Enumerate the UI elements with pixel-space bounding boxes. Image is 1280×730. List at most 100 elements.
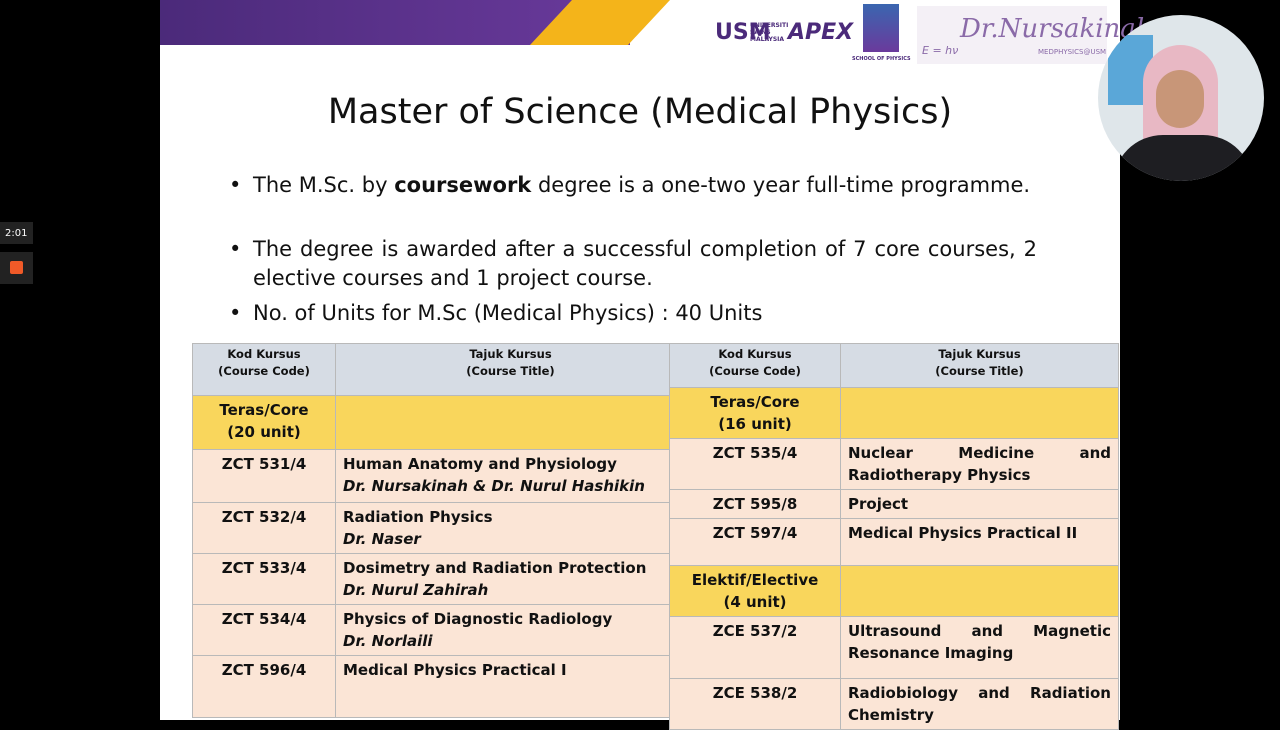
record-icon [10, 261, 23, 274]
title-cell [335, 395, 686, 450]
section-cell: Teras/Core (20 unit) [192, 395, 336, 450]
section-label: Elektif/Elective [691, 571, 819, 589]
header-text: Kod Kursus [718, 347, 792, 361]
code-cell: ZCT 535/4 [669, 438, 841, 490]
title-cell: Medical Physics Practical II [840, 518, 1119, 566]
header-text: (Course Title) [935, 364, 1024, 378]
webcam [1098, 15, 1264, 181]
header-text: Kod Kursus [227, 347, 301, 361]
code-cell: ZCT 533/4 [192, 553, 336, 605]
course-code: ZCT 532/4 [221, 508, 307, 526]
title-cell: Project [840, 489, 1119, 519]
section-label: Teras/Core [710, 393, 800, 411]
webcam-face [1156, 70, 1204, 128]
course-row: ZCT 596/4 Medical Physics Practical I [192, 655, 686, 718]
bullet: The degree is awarded after a successful… [229, 235, 1037, 293]
bullet: The M.Sc. by coursework degree is a one-… [229, 171, 1037, 200]
bullet-text: degree is a one-two year full-time progr… [531, 173, 1031, 197]
course-row: ZCT 595/8 Project [669, 489, 1119, 519]
course-code: ZCT 534/4 [221, 610, 307, 628]
code-cell: ZCT 532/4 [192, 502, 336, 554]
lecturer: Dr. Nurul Zahirah [343, 581, 489, 599]
record-button[interactable] [0, 252, 33, 284]
course-title: Radiobiology and Radiation Chemistry [848, 684, 1111, 724]
bullet-bold: coursework [394, 173, 532, 197]
course-title: Medical Physics Practical I [343, 661, 567, 679]
code-cell: ZCE 537/2 [669, 616, 841, 679]
course-title: Dosimetry and Radiation Protection [343, 559, 647, 577]
header-cell: Tajuk Kursus (Course Title) [840, 343, 1119, 388]
course-row: ZCE 538/2 Radiobiology and Radiation Chem… [669, 678, 1119, 730]
header-cell: Kod Kursus (Course Code) [192, 343, 336, 396]
title-cell: Radiation Physics Dr. Naser [335, 502, 686, 554]
code-cell: ZCT 597/4 [669, 518, 841, 566]
lecturer: Dr. Naser [343, 530, 421, 548]
lecturer: Dr. Norlaili [343, 632, 433, 650]
logo-usm: USM [715, 20, 771, 45]
logo-medphysics: MEDPHYSICS@USM [1038, 48, 1107, 56]
bullet-text: No. of Units for M.Sc (Medical Physics) … [253, 301, 763, 325]
course-row: ZCT 534/4 Physics of Diagnostic Radiology… [192, 604, 686, 656]
header-text: (Course Title) [466, 364, 555, 378]
header-row: Kod Kursus (Course Code) Tajuk Kursus (Cour… [669, 343, 1119, 388]
header-cell: Kod Kursus (Course Code) [669, 343, 841, 388]
logo-physics-icon [863, 4, 899, 52]
code-cell: ZCT 595/8 [669, 489, 841, 519]
course-row: ZCT 535/4 Nuclear Medicine and Radiothera… [669, 438, 1119, 490]
logo-apex: APEX [788, 20, 854, 45]
course-code: ZCT 531/4 [221, 455, 307, 473]
header-row: Kod Kursus (Course Code) Tajuk Kursus (Cour… [192, 343, 686, 396]
code-cell: ZCT 534/4 [192, 604, 336, 656]
section-label: (4 unit) [723, 593, 787, 611]
course-row: ZCT 532/4 Radiation Physics Dr. Naser [192, 502, 686, 554]
course-code: ZCT 595/8 [712, 495, 798, 513]
timer: 2:01 [5, 228, 28, 239]
title-cell: Human Anatomy and Physiology Dr. Nursakin… [335, 449, 686, 503]
course-title: Human Anatomy and Physiology [343, 455, 617, 473]
title-cell: Nuclear Medicine and Radiotherapy Physic… [840, 438, 1119, 490]
title-cell [840, 565, 1119, 617]
section-label: (20 unit) [227, 423, 301, 441]
section-cell: Teras/Core (16 unit) [669, 387, 841, 439]
header-text: (Course Code) [218, 364, 310, 378]
course-table: Kod Kursus (Course Code) Tajuk Kursus (Cour… [192, 343, 686, 718]
code-cell: ZCE 538/2 [669, 678, 841, 730]
title-cell: Ultrasound and Magnetic Resonance Imagin… [840, 616, 1119, 679]
title-cell: Physics of Diagnostic Radiology Dr. Norla… [335, 604, 686, 656]
section-label: (16 unit) [718, 415, 792, 433]
course-row: Teras/Core (20 unit) [192, 395, 686, 450]
slide-title: Master of Science (Medical Physics) [327, 92, 953, 132]
bullet: No. of Units for M.Sc (Medical Physics) … [229, 299, 1037, 328]
code-cell: ZCT 596/4 [192, 655, 336, 718]
webcam-body [1113, 135, 1253, 181]
header-text: (Course Code) [709, 364, 801, 378]
course-table: Kod Kursus (Course Code) Tajuk Kursus (Cour… [669, 343, 1119, 730]
logo-usm-text: UNIVERSITI SAINS MALAYSIA [750, 22, 789, 43]
course-code: ZCE 537/2 [712, 622, 798, 640]
header-text: Tajuk Kursus [938, 347, 1021, 361]
timer-box: 2:01 [0, 222, 33, 244]
title-cell: Radiobiology and Radiation Chemistry [840, 678, 1119, 730]
course-title: Project [848, 495, 909, 513]
code-cell: ZCT 531/4 [192, 449, 336, 503]
section-label: Teras/Core [219, 401, 309, 419]
course-title: Ultrasound and Magnetic Resonance Imagin… [848, 622, 1111, 662]
course-code: ZCE 538/2 [712, 684, 798, 702]
logo-formula: E = hν [922, 44, 959, 57]
lecturer: Dr. Nursakinah & Dr. Nurul Hashikin [343, 477, 645, 495]
course-title: Radiation Physics [343, 508, 493, 526]
course-row: ZCT 533/4 Dosimetry and Radiation Protect… [192, 553, 686, 605]
title-cell: Dosimetry and Radiation Protection Dr. Nu… [335, 553, 686, 605]
bullet-text: The M.Sc. by [253, 173, 395, 197]
bullet-text: The degree is awarded after a successful… [253, 237, 1037, 290]
logo-physics: SCHOOL OF PHYSICS [852, 56, 911, 62]
course-row: ZCT 531/4 Human Anatomy and Physiology Dr.… [192, 449, 686, 503]
course-row: ZCE 537/2 Ultrasound and Magnetic Resonan… [669, 616, 1119, 679]
course-code: ZCT 596/4 [221, 661, 307, 679]
course-title: Nuclear Medicine and Radiotherapy Physic… [848, 444, 1111, 484]
header-cell: Tajuk Kursus (Course Title) [335, 343, 686, 396]
course-title: Physics of Diagnostic Radiology [343, 610, 613, 628]
course-row: Elektif/Elective (4 unit) [669, 565, 1119, 617]
course-code: ZCT 597/4 [712, 524, 798, 542]
